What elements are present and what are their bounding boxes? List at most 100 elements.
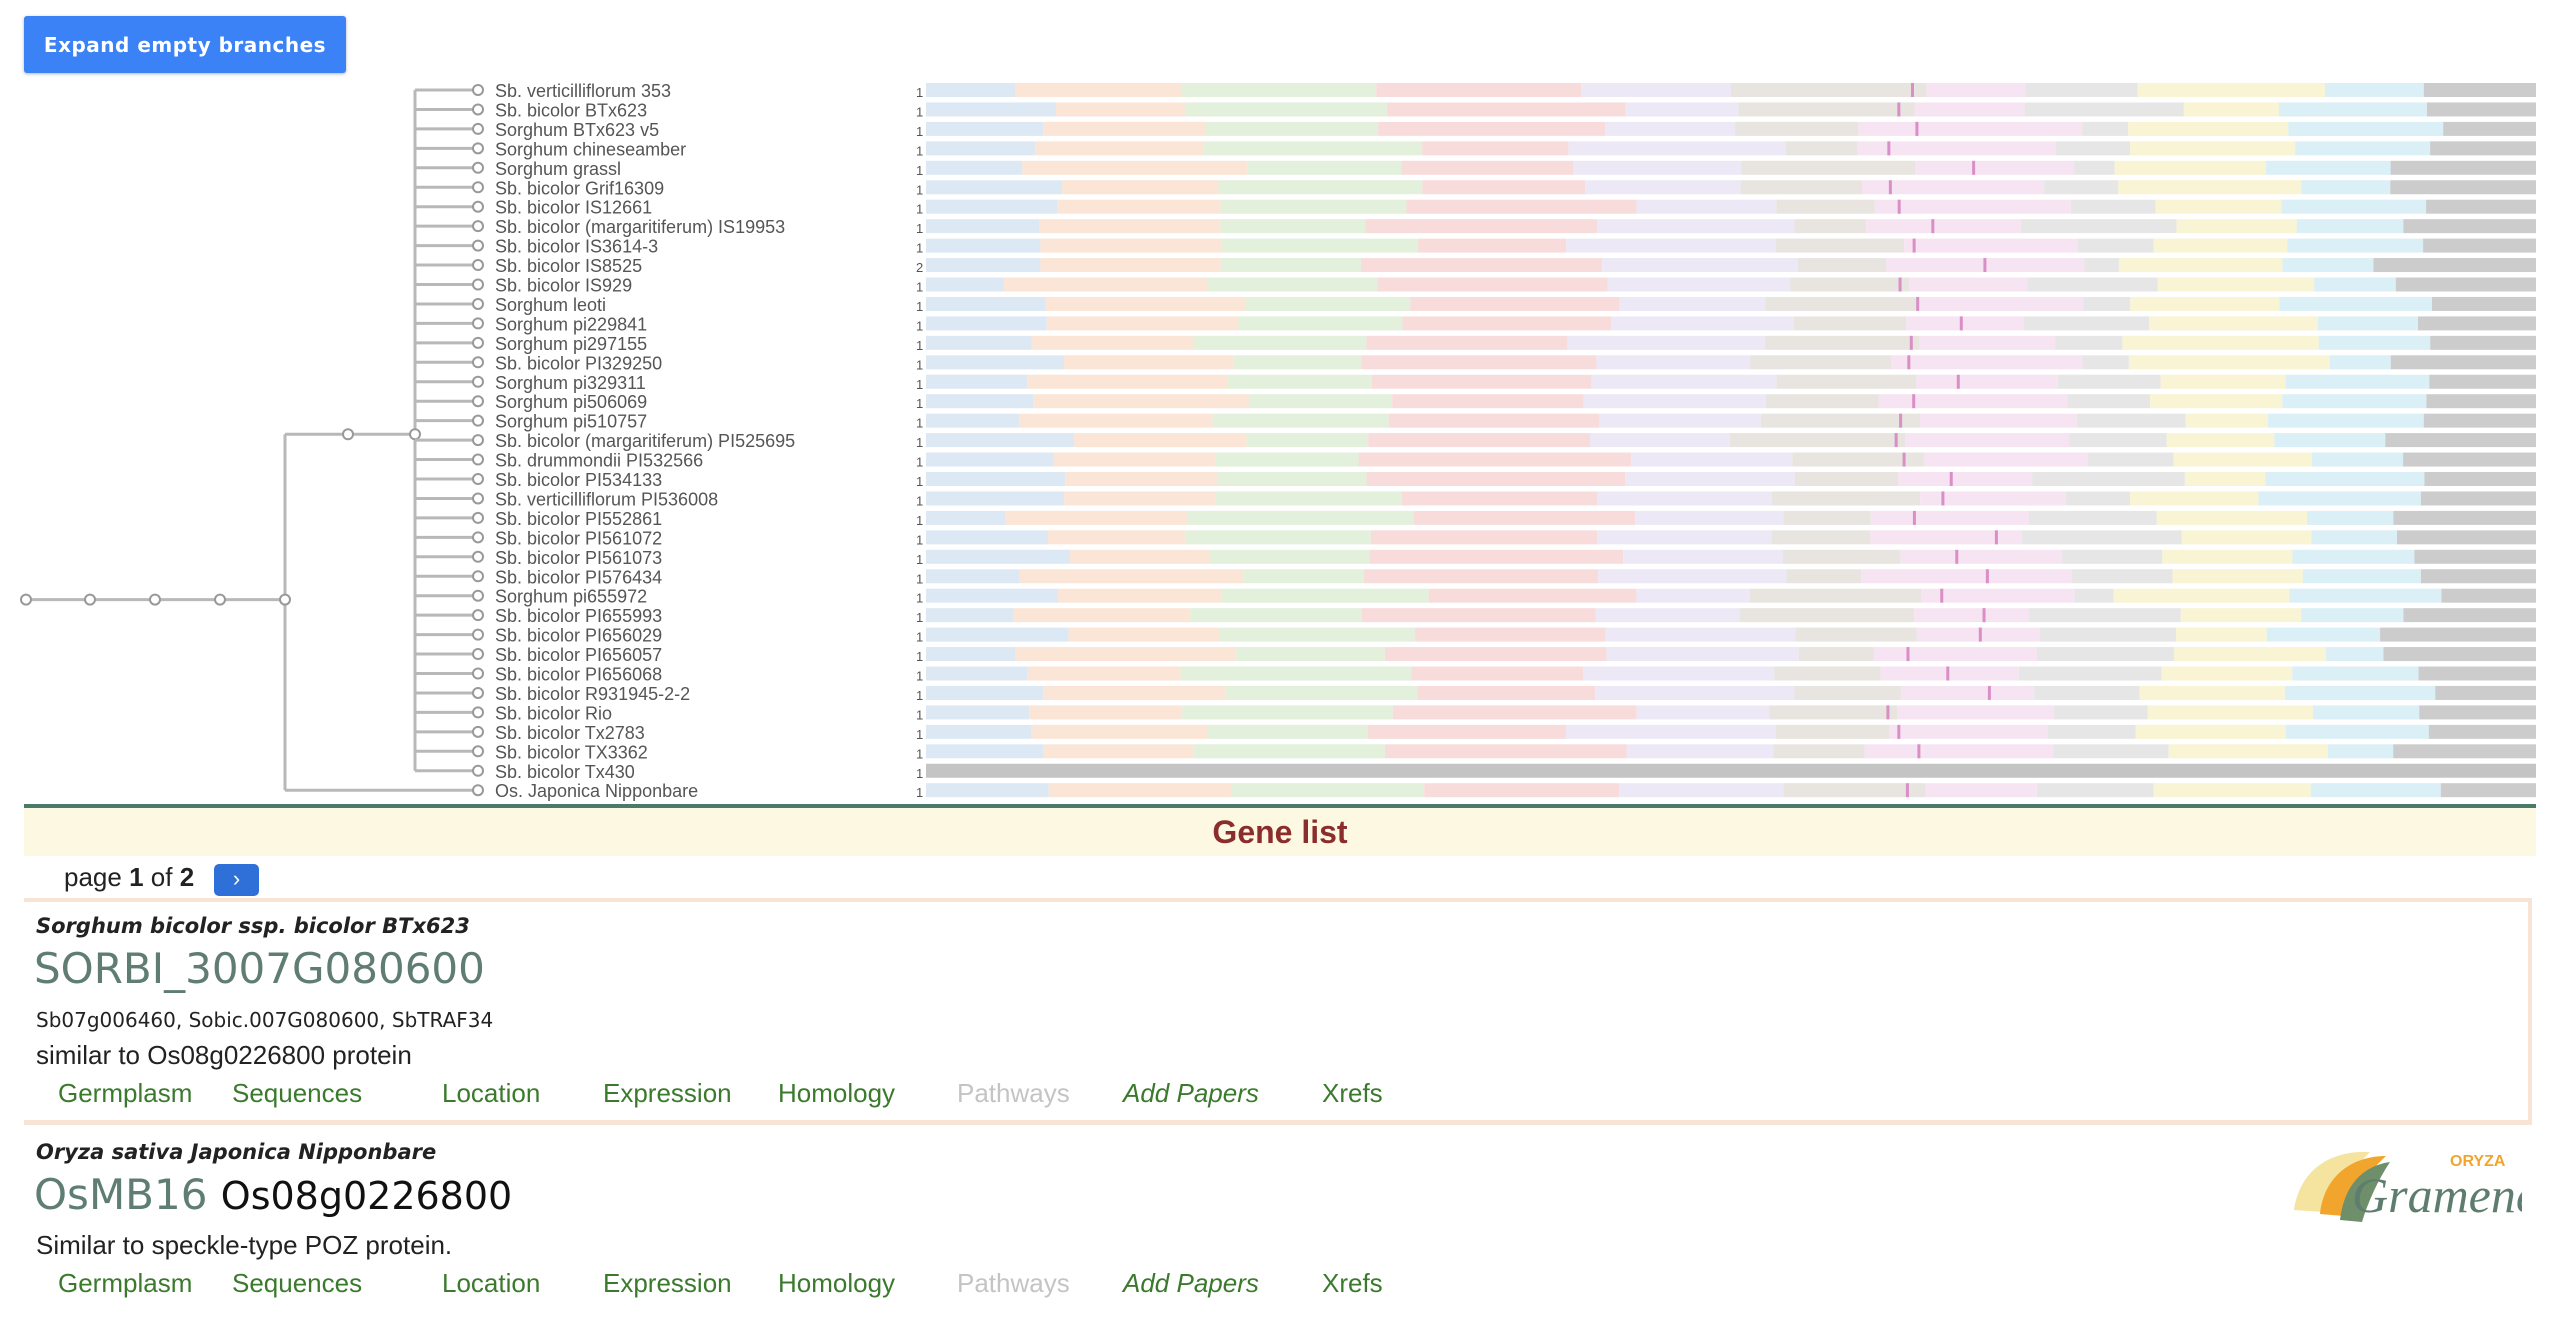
tab-expression[interactable]: Expression xyxy=(603,1268,732,1298)
tree-leaf-node-icon[interactable] xyxy=(472,103,484,116)
gene-id-link[interactable]: SORBI_3007G080600 xyxy=(34,944,485,993)
tree-node-icon[interactable] xyxy=(279,593,291,606)
tree-leaf-label[interactable]: Sb. bicolor Tx2783 xyxy=(495,723,645,743)
next-page-button[interactable]: › xyxy=(214,864,259,896)
tree-leaf-label[interactable]: Sb. bicolor Rio xyxy=(495,703,612,723)
tab-sequences[interactable]: Sequences xyxy=(232,1078,363,1108)
tree-leaf-node-icon[interactable] xyxy=(472,259,484,272)
tree-leaf-label[interactable]: Sb. bicolor IS8525 xyxy=(495,256,642,276)
tree-leaf-label[interactable]: Os. Japonica Nipponbare xyxy=(495,781,698,801)
tree-leaf-node-icon[interactable] xyxy=(472,784,484,797)
tree-leaf-node-icon[interactable] xyxy=(472,686,484,699)
tree-leaf-label[interactable]: Sb. bicolor Tx430 xyxy=(495,762,635,782)
tree-leaf-label[interactable]: Sb. bicolor PI655993 xyxy=(495,606,662,626)
tab-germplasm[interactable]: Germplasm xyxy=(58,1268,193,1298)
tree-leaf-label[interactable]: Sb. bicolor PI534133 xyxy=(495,470,662,490)
tree-leaf-node-icon[interactable] xyxy=(472,414,484,427)
tree-leaf-node-icon[interactable] xyxy=(472,473,484,485)
tree-leaf-node-icon[interactable] xyxy=(472,278,484,291)
tree-leaf-label[interactable]: Sb. verticilliflorum 353 xyxy=(495,81,671,101)
tree-leaf-label[interactable]: Sb. bicolor PI561072 xyxy=(495,528,662,548)
tree-leaf-node-icon[interactable] xyxy=(472,181,484,194)
tree-leaf-node-icon[interactable] xyxy=(472,220,484,233)
tree-leaf-node-icon[interactable] xyxy=(472,745,484,758)
tab-homology[interactable]: Homology xyxy=(778,1268,896,1298)
tree-leaf-node-icon[interactable] xyxy=(472,356,484,369)
tree-leaf-node-icon[interactable] xyxy=(472,395,484,408)
tree-leaf-label[interactable]: Sorghum pi229841 xyxy=(495,314,647,334)
tree-leaf-node-icon[interactable] xyxy=(472,317,484,330)
tree-leaf-node-icon[interactable] xyxy=(472,648,484,661)
tree-leaf-label[interactable]: Sorghum grassl xyxy=(495,159,621,179)
gene-id[interactable]: SORBI_3007G080600 xyxy=(34,944,485,993)
tree-node-icon[interactable] xyxy=(409,428,421,441)
tree-leaf-node-icon[interactable] xyxy=(472,239,484,252)
tree-node-icon[interactable] xyxy=(214,593,226,606)
tree-node-icon[interactable] xyxy=(20,593,32,606)
tree-leaf-node-icon[interactable] xyxy=(472,297,484,310)
gene-id[interactable]: OsMB16 xyxy=(34,1170,208,1219)
tab-sequences[interactable]: Sequences xyxy=(232,1268,363,1298)
tab-location[interactable]: Location xyxy=(442,1078,541,1108)
tab-add-papers[interactable]: Add Papers xyxy=(1123,1078,1259,1108)
tree-leaf-node-icon[interactable] xyxy=(472,200,484,213)
tab-location[interactable]: Location xyxy=(442,1268,541,1298)
tab-homology[interactable]: Homology xyxy=(778,1078,896,1108)
tree-leaf-label[interactable]: Sb. bicolor IS12661 xyxy=(495,198,652,218)
tree-leaf-label[interactable]: Sb. bicolor PI656068 xyxy=(495,665,662,685)
tree-leaf-node-icon[interactable] xyxy=(472,161,484,174)
tree-leaf-node-icon[interactable] xyxy=(472,336,484,349)
tree-leaf-label[interactable]: Sb. bicolor (margaritiferum) PI525695 xyxy=(495,431,795,451)
tree-leaf-node-icon[interactable] xyxy=(472,122,484,135)
tree-leaf-node-icon[interactable] xyxy=(472,511,484,524)
tree-leaf-label[interactable]: Sb. drummondii PI532566 xyxy=(495,451,703,471)
tree-leaf-node-icon[interactable] xyxy=(472,434,484,447)
tab-expression[interactable]: Expression xyxy=(603,1078,732,1108)
tree-leaf-node-icon[interactable] xyxy=(472,84,484,96)
tree-leaf-label[interactable]: Sorghum pi329311 xyxy=(495,373,646,393)
tree-leaf-node-icon[interactable] xyxy=(472,706,484,719)
tree-leaf-label[interactable]: Sb. bicolor PI552861 xyxy=(495,509,662,529)
tree-leaf-label[interactable]: Sorghum leoti xyxy=(495,295,606,315)
tree-leaf-node-icon[interactable] xyxy=(472,628,484,641)
expand-empty-branches-button[interactable]: Expand empty branches xyxy=(24,16,346,73)
tree-leaf-node-icon[interactable] xyxy=(472,570,484,583)
tab-xrefs[interactable]: Xrefs xyxy=(1322,1078,1383,1108)
tree-node-icon[interactable] xyxy=(342,428,354,441)
tree-leaf-label[interactable]: Sb. bicolor R931945-2-2 xyxy=(495,684,690,704)
gene-id-link[interactable]: OsMB16 Os08g0226800 xyxy=(34,1170,512,1219)
tree-leaf-label[interactable]: Sb. bicolor IS929 xyxy=(495,276,632,296)
tree-leaf-node-icon[interactable] xyxy=(472,667,484,680)
tree-leaf-node-icon[interactable] xyxy=(472,550,484,563)
tree-leaf-label[interactable]: Sorghum BTx623 v5 xyxy=(495,120,659,140)
tree-leaf-label[interactable]: Sb. bicolor PI656029 xyxy=(495,626,662,646)
tree-leaf-node-icon[interactable] xyxy=(472,531,484,544)
tree-leaf-label[interactable]: Sb. bicolor PI576434 xyxy=(495,567,662,587)
tree-leaf-label[interactable]: Sb. bicolor (margaritiferum) IS19953 xyxy=(495,217,785,237)
tree-leaf-label[interactable]: Sb. bicolor PI329250 xyxy=(495,353,662,373)
tree-leaf-node-icon[interactable] xyxy=(472,764,484,777)
tree-node-icon[interactable] xyxy=(149,593,161,606)
tree-leaf-label[interactable]: Sb. verticilliflorum PI536008 xyxy=(495,489,718,509)
tree-leaf-node-icon[interactable] xyxy=(472,492,484,505)
tree-leaf-label[interactable]: Sorghum chineseamber xyxy=(495,139,686,159)
tree-leaf-label[interactable]: Sb. bicolor Grif16309 xyxy=(495,178,664,198)
tree-leaf-label[interactable]: Sb. bicolor BTx623 xyxy=(495,100,647,120)
tree-leaf-label[interactable]: Sorghum pi655972 xyxy=(495,587,647,607)
tree-leaf-label[interactable]: Sorghum pi506069 xyxy=(495,392,647,412)
tree-leaf-node-icon[interactable] xyxy=(472,589,484,602)
tree-leaf-node-icon[interactable] xyxy=(472,609,484,622)
tab-germplasm[interactable]: Germplasm xyxy=(58,1078,193,1108)
tree-leaf-node-icon[interactable] xyxy=(472,142,484,155)
tree-leaf-label[interactable]: Sb. bicolor IS3614-3 xyxy=(495,237,658,257)
tree-leaf-label[interactable]: Sb. bicolor PI656057 xyxy=(495,645,662,665)
tree-leaf-node-icon[interactable] xyxy=(472,725,484,738)
tab-add-papers[interactable]: Add Papers xyxy=(1123,1268,1259,1298)
tree-leaf-node-icon[interactable] xyxy=(472,375,484,388)
tree-leaf-node-icon[interactable] xyxy=(472,453,484,466)
tree-leaf-label[interactable]: Sorghum pi510757 xyxy=(495,412,647,432)
tree-node-icon[interactable] xyxy=(84,593,96,606)
tree-leaf-label[interactable]: Sb. bicolor PI561073 xyxy=(495,548,662,568)
tab-xrefs[interactable]: Xrefs xyxy=(1322,1268,1383,1298)
tree-leaf-label[interactable]: Sb. bicolor TX3362 xyxy=(495,742,648,762)
